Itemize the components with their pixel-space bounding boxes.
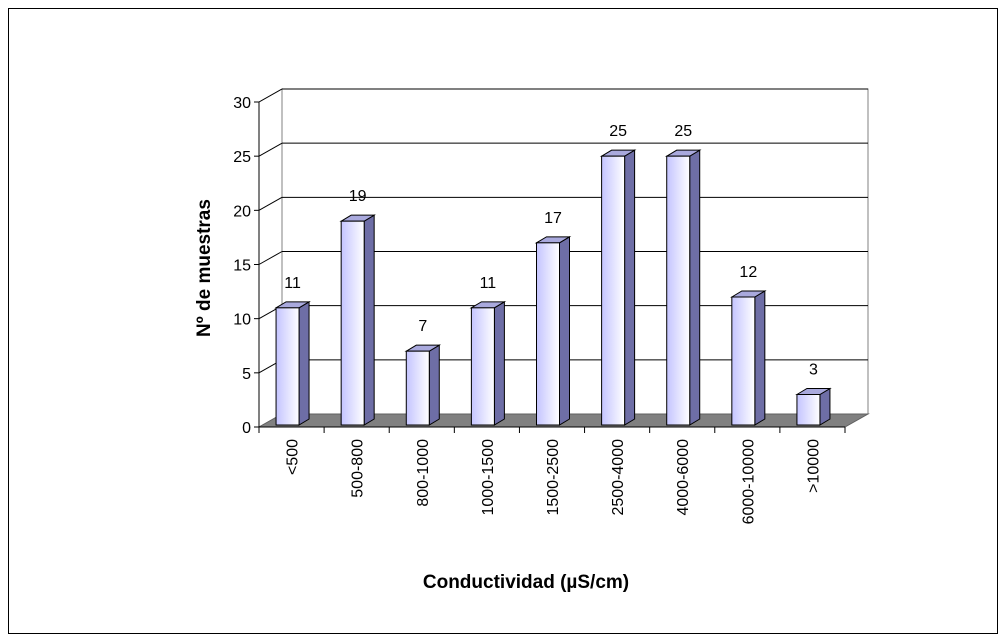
- bar-front: [601, 155, 626, 426]
- data-label: 11: [480, 275, 497, 292]
- bar: [599, 149, 637, 426]
- y-tick-label: 0: [242, 420, 251, 437]
- y-tick-label: 20: [233, 203, 251, 220]
- bar: [469, 300, 507, 426]
- gridline-side: [258, 88, 283, 103]
- bar: [795, 387, 832, 426]
- bar-side: [754, 290, 766, 426]
- y-tick-label: 25: [233, 149, 251, 166]
- bar: [534, 235, 572, 426]
- bar-side: [428, 344, 440, 426]
- y-tick-labels: 0 5 10 15 20 25 30: [233, 95, 251, 437]
- data-label: 25: [609, 123, 627, 140]
- bar: [404, 344, 442, 426]
- data-label: 19: [349, 188, 367, 205]
- y-axis-title: Nº de muestras: [194, 199, 215, 337]
- gridline-side: [258, 196, 283, 211]
- x-tick-label: <500: [285, 439, 302, 475]
- x-tick-label: 6000-10000: [740, 439, 757, 525]
- data-label: 3: [809, 362, 818, 379]
- bar-front: [275, 307, 300, 426]
- bar-front: [536, 242, 560, 426]
- y-tick-label: 15: [233, 258, 251, 275]
- data-label: 11: [284, 275, 301, 292]
- bars: [274, 149, 832, 426]
- x-tick-label: >10000: [805, 439, 822, 493]
- x-tick-label: 500-800: [350, 439, 367, 498]
- bar-front: [731, 296, 756, 426]
- data-label: 25: [674, 123, 692, 140]
- gridline-side: [258, 251, 283, 265]
- bar-side: [363, 214, 375, 426]
- y-tick-label: 10: [233, 312, 251, 329]
- bar: [664, 149, 702, 426]
- x-tick-label: 4000-6000: [675, 439, 692, 516]
- bar-side: [689, 149, 701, 426]
- bar: [274, 300, 311, 426]
- bar-front: [796, 394, 821, 426]
- bar-side: [624, 149, 636, 426]
- bar-side: [559, 235, 570, 426]
- bar: [730, 290, 767, 426]
- axes: [254, 101, 846, 433]
- x-tick-label: 800-1000: [415, 439, 432, 507]
- data-labels: 11 19 7 11 17 25 25 12 3: [284, 123, 818, 378]
- bar-side: [493, 300, 505, 426]
- x-axis-title: Conductividad (µS/cm): [423, 572, 629, 593]
- bar-side: [298, 300, 310, 426]
- data-label: 17: [544, 210, 562, 227]
- x-tick-labels: <500 500-800 800-1000 1000-1500 1500-2500 250…: [285, 439, 823, 525]
- bar-front: [340, 220, 365, 426]
- x-tick-label: 1500-2500: [545, 439, 562, 516]
- y-tick-label: 5: [242, 366, 251, 383]
- y-tick-label: 30: [233, 95, 251, 112]
- grid-lines: [258, 88, 868, 374]
- bar-front: [666, 155, 691, 426]
- bar: [339, 214, 376, 426]
- bar-front: [470, 307, 495, 426]
- bar-front: [405, 350, 430, 426]
- x-tick-label: 1000-1500: [480, 439, 497, 516]
- gridline-side: [258, 142, 283, 157]
- x-tick-label: 2500-4000: [610, 439, 627, 516]
- data-label: 7: [418, 318, 427, 335]
- data-label: 12: [739, 264, 757, 281]
